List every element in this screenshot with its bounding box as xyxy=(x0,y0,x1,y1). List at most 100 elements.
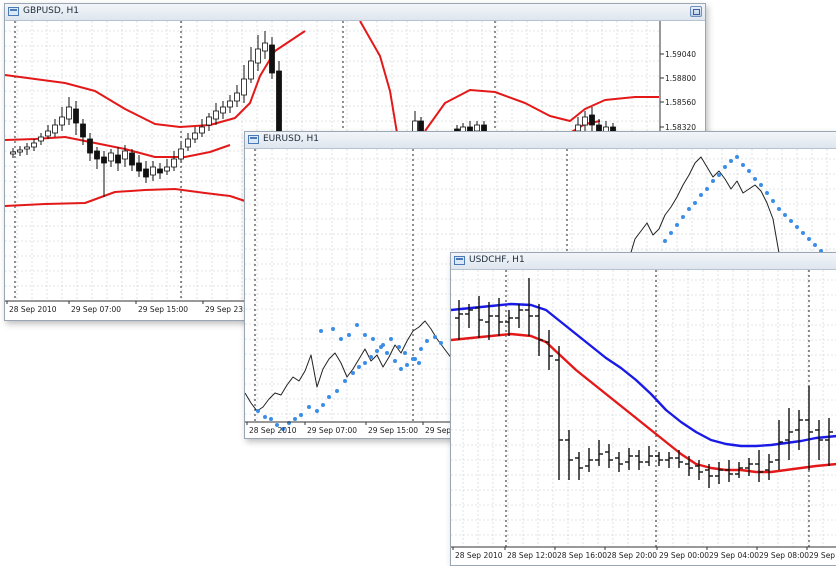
candlestick xyxy=(262,42,268,52)
candlestick xyxy=(87,138,93,154)
candlestick xyxy=(582,116,588,126)
parabolic-sar-dot xyxy=(269,417,273,421)
usdchf-titlebar[interactable]: USDCHF, H1 xyxy=(451,253,836,270)
parabolic-sar-dot xyxy=(393,359,397,363)
parabolic-sar-dot xyxy=(375,349,379,353)
usdchf-chart-window[interactable]: USDCHF, H1 28 Sep 2010 28 Sep 12:00 28 Sep… xyxy=(450,252,836,566)
parabolic-sar-dot xyxy=(281,427,285,431)
parabolic-sar-dot xyxy=(357,365,361,369)
parabolic-sar-dot xyxy=(385,351,389,355)
time-axis-label: 29 Sep 07:00 xyxy=(71,305,121,314)
time-axis-label: 29 Sep 12:00 xyxy=(809,551,836,560)
parabolic-sar-dot xyxy=(663,239,667,243)
bollinger-upper-band xyxy=(5,30,306,128)
candlestick xyxy=(220,106,226,114)
candlestick xyxy=(10,151,16,155)
time-axis-label: 28 Sep 2010 xyxy=(9,305,57,314)
chart-window-icon xyxy=(454,256,465,265)
parabolic-sar-dot xyxy=(397,345,401,349)
bollinger-upper-band-right xyxy=(424,89,659,132)
parabolic-sar-dot xyxy=(275,423,279,427)
candlestick xyxy=(80,123,86,138)
price-axis-label: 1.58800 xyxy=(665,74,696,83)
parabolic-sar-dot xyxy=(363,333,367,337)
candlestick xyxy=(52,124,58,134)
time-axis-label: 29 Sep 23:00 xyxy=(205,305,255,314)
candlestick xyxy=(115,154,121,164)
time-axis-label: 29 Sep 08:00 xyxy=(759,551,809,560)
candlestick xyxy=(66,106,72,120)
parabolic-sar-dot xyxy=(419,347,423,351)
parabolic-sar-dot xyxy=(765,191,769,195)
time-axis-label: 29 Sep 15:00 xyxy=(138,305,188,314)
candlestick xyxy=(234,92,240,102)
candlestick xyxy=(150,166,156,176)
candlestick xyxy=(38,136,44,142)
candlestick xyxy=(206,116,212,126)
parabolic-sar-dot xyxy=(343,379,347,383)
parabolic-sar-dot xyxy=(699,193,703,197)
gbpusd-titlebar[interactable]: GBPUSD, H1 xyxy=(5,4,705,21)
parabolic-sar-dot xyxy=(363,361,367,365)
parabolic-sar-dot xyxy=(813,243,817,247)
parabolic-sar-dot xyxy=(425,339,429,343)
candlestick xyxy=(157,168,163,174)
candlestick xyxy=(94,150,100,160)
time-axis-label: 28 Sep 2010 xyxy=(455,551,503,560)
candlestick xyxy=(24,146,30,150)
candlestick xyxy=(269,44,275,74)
candlestick xyxy=(185,138,191,148)
chart-window-icon xyxy=(8,7,19,16)
usdchf-chart-area[interactable]: 28 Sep 2010 28 Sep 12:00 28 Sep 16:00 28 Se… xyxy=(451,270,836,565)
parabolic-sar-dot xyxy=(735,155,739,159)
parabolic-sar-dot xyxy=(783,213,787,217)
parabolic-sar-dot xyxy=(681,215,685,219)
parabolic-sar-dot xyxy=(299,413,303,417)
parabolic-sar-dot xyxy=(399,367,403,371)
price-axis-label: 1.59040 xyxy=(665,50,696,59)
candlestick xyxy=(178,148,184,160)
price-axis-label: 1.58320 xyxy=(665,123,696,132)
parabolic-sar-dot xyxy=(351,371,355,375)
parabolic-sar-dot xyxy=(693,201,697,205)
parabolic-sar-dot xyxy=(369,355,373,359)
parabolic-sar-dot xyxy=(319,329,323,333)
parabolic-sar-dot xyxy=(355,323,359,327)
candlestick xyxy=(59,116,65,126)
time-axis-label: 28 Sep 16:00 xyxy=(557,551,607,560)
parabolic-sar-dot xyxy=(759,183,763,187)
time-axis-label: 28 Sep 2010 xyxy=(249,426,297,435)
parabolic-sar-dot xyxy=(439,341,443,345)
parabolic-sar-dot xyxy=(777,207,781,211)
time-axis-label: 29 Sep 04:00 xyxy=(709,551,759,560)
parabolic-sar-dot xyxy=(256,409,260,413)
candlestick xyxy=(589,114,595,126)
eurusd-price-line xyxy=(628,156,784,280)
time-axis-label: 28 Sep 20:00 xyxy=(607,551,657,560)
candlestick xyxy=(45,130,51,137)
candlestick xyxy=(418,120,424,132)
parabolic-sar-dot xyxy=(327,395,331,399)
parabolic-sar-dot xyxy=(335,389,339,393)
bollinger-lower-band xyxy=(5,188,246,207)
parabolic-sar-dot xyxy=(807,237,811,241)
window-title: USDCHF, H1 xyxy=(469,255,525,265)
parabolic-sar-dot xyxy=(433,335,437,339)
candlestick xyxy=(227,100,233,108)
restore-button[interactable] xyxy=(690,6,702,17)
chart-window-icon xyxy=(248,135,259,144)
eurusd-titlebar[interactable]: EURUSD, H1 xyxy=(245,132,836,149)
parabolic-sar-dot xyxy=(315,409,319,413)
candlestick xyxy=(248,60,254,80)
parabolic-sar-dot xyxy=(711,179,715,183)
parabolic-sar-dot xyxy=(413,357,417,361)
parabolic-sar-dot xyxy=(729,159,733,163)
parabolic-sar-dot xyxy=(741,163,745,167)
parabolic-sar-dot xyxy=(417,361,421,365)
candlestick xyxy=(171,158,177,168)
parabolic-sar-dot xyxy=(717,173,721,177)
parabolic-sar-dot xyxy=(789,219,793,223)
parabolic-sar-dot xyxy=(307,405,311,409)
parabolic-sar-dot xyxy=(405,363,409,367)
eurusd-price-line xyxy=(245,320,462,412)
